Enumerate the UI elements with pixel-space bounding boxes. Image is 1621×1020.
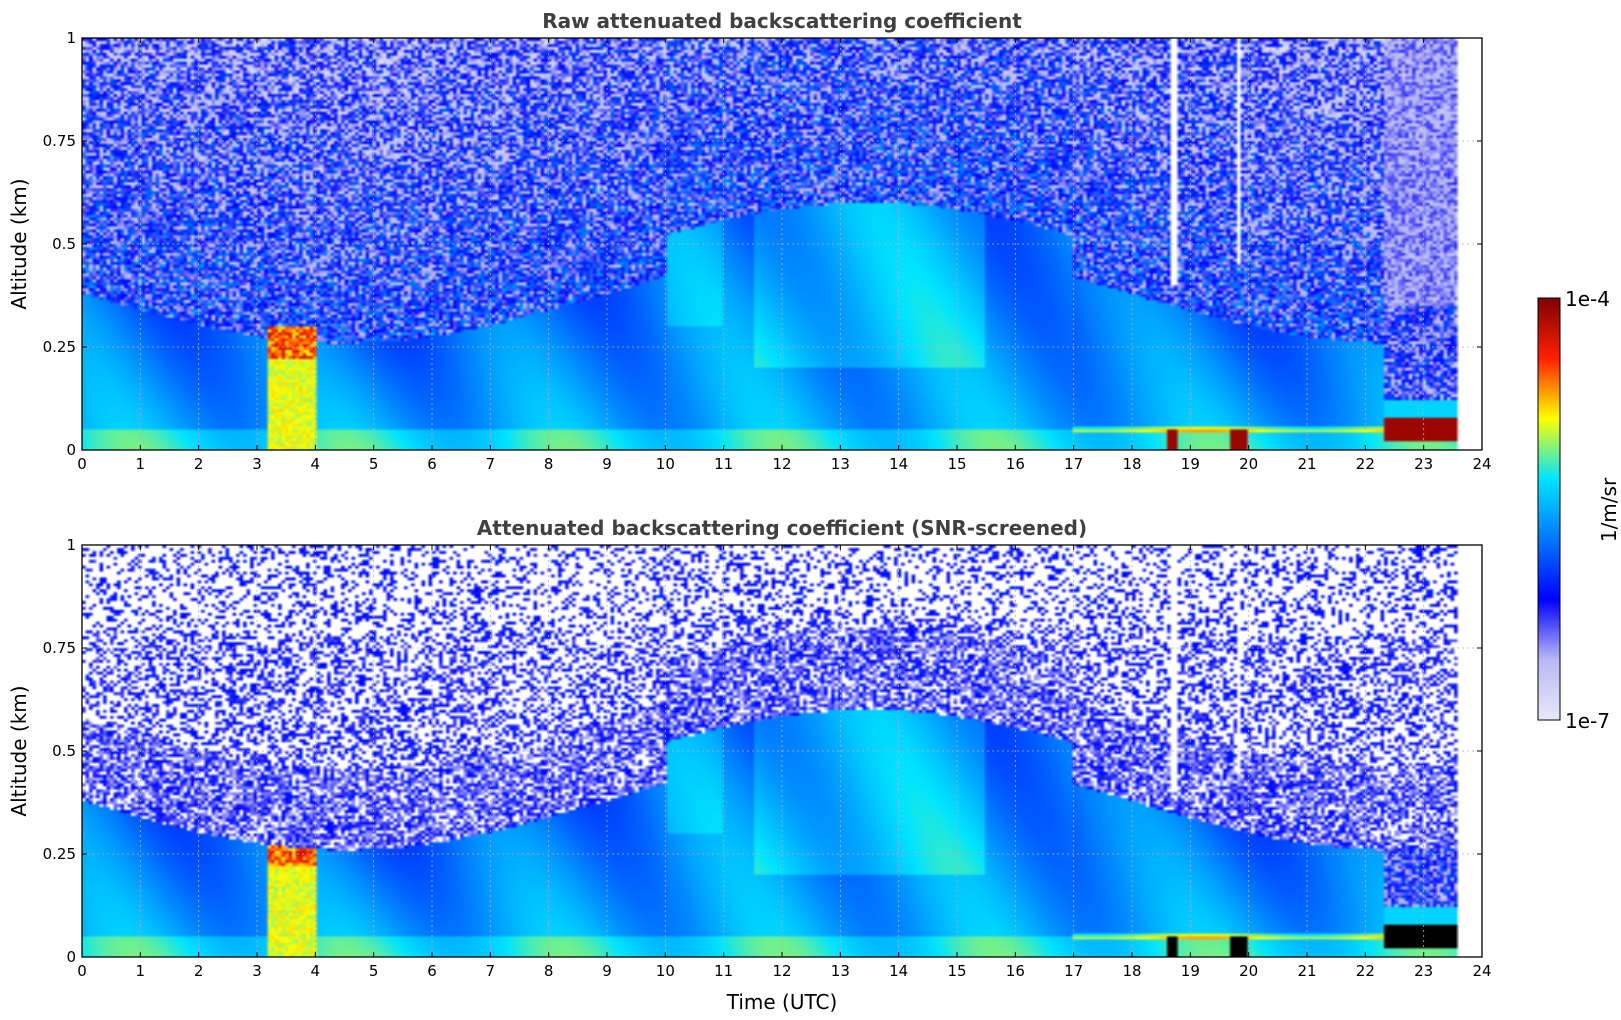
x-tick-label: 15 bbox=[947, 962, 966, 980]
panel-screened: Attenuated backscattering coefficient (S… bbox=[7, 516, 1492, 1014]
x-tick-label: 17 bbox=[1064, 455, 1083, 473]
x-axis-label: Time (UTC) bbox=[726, 990, 838, 1014]
x-tick-label: 13 bbox=[831, 962, 850, 980]
x-tick-label: 0 bbox=[77, 455, 87, 473]
y-tick-label: 0.25 bbox=[43, 845, 76, 863]
panel-raw-x-axis: 0 1 2 3 4 5 6 7 8 9 10 11 12 13 14 15 16 17 18 19 20 21 22 23 24 bbox=[77, 38, 1492, 473]
x-tick-label: 16 bbox=[1006, 455, 1025, 473]
x-tick-label: 13 bbox=[831, 455, 850, 473]
x-tick-label: 19 bbox=[1181, 455, 1200, 473]
panel-screened-y-label: Altitude (km) bbox=[7, 685, 31, 816]
x-tick-label: 21 bbox=[1297, 962, 1316, 980]
x-tick-label: 22 bbox=[1356, 962, 1375, 980]
x-tick-label: 4 bbox=[311, 962, 321, 980]
colorbar-max-label: 1e-4 bbox=[1565, 287, 1610, 311]
x-tick-label: 14 bbox=[889, 455, 908, 473]
panel-screened-title: Attenuated backscattering coefficient (S… bbox=[477, 516, 1087, 540]
x-tick-label: 7 bbox=[486, 455, 496, 473]
x-tick-label: 16 bbox=[1006, 962, 1025, 980]
y-tick-label: 1 bbox=[66, 29, 76, 47]
x-tick-label: 5 bbox=[369, 962, 379, 980]
y-tick-label: 1 bbox=[66, 536, 76, 554]
panel-raw-y-axis: 0 0.25 0.5 0.75 1 bbox=[43, 29, 1482, 459]
y-tick-label: 0.75 bbox=[43, 639, 76, 657]
x-tick-label: 24 bbox=[1472, 962, 1491, 980]
x-tick-label: 6 bbox=[427, 962, 437, 980]
x-tick-label: 14 bbox=[889, 962, 908, 980]
x-tick-label: 18 bbox=[1122, 962, 1141, 980]
x-tick-label: 8 bbox=[544, 962, 554, 980]
x-tick-label: 9 bbox=[602, 962, 612, 980]
panel-screened-grid bbox=[82, 545, 1482, 957]
panel-screened-x-axis: 0 1 2 3 4 5 6 7 8 9 10 11 12 13 14 15 16 17 18 19 20 21 22 23 24 bbox=[77, 545, 1492, 980]
x-tick-label: 8 bbox=[544, 455, 554, 473]
colorbar-unit-label: 1/m/sr bbox=[1597, 477, 1621, 542]
x-tick-label: 4 bbox=[311, 455, 321, 473]
x-tick-label: 17 bbox=[1064, 962, 1083, 980]
y-tick-label: 0.5 bbox=[52, 742, 76, 760]
x-tick-label: 10 bbox=[656, 455, 675, 473]
x-tick-label: 0 bbox=[77, 962, 87, 980]
x-tick-label: 3 bbox=[252, 962, 262, 980]
y-tick-label: 0.25 bbox=[43, 338, 76, 356]
panel-raw-y-label: Altitude (km) bbox=[7, 178, 31, 309]
y-tick-label: 0 bbox=[66, 441, 76, 459]
x-tick-label: 5 bbox=[369, 455, 379, 473]
x-tick-label: 23 bbox=[1414, 962, 1433, 980]
x-tick-label: 10 bbox=[656, 962, 675, 980]
y-tick-label: 0.5 bbox=[52, 235, 76, 253]
x-tick-label: 6 bbox=[427, 455, 437, 473]
x-tick-label: 7 bbox=[486, 962, 496, 980]
x-tick-label: 1 bbox=[136, 455, 146, 473]
panel-raw-grid bbox=[82, 38, 1482, 450]
panel-screened-y-axis: 0 0.25 0.5 0.75 1 bbox=[43, 536, 1482, 966]
x-tick-label: 12 bbox=[772, 962, 791, 980]
y-tick-label: 0 bbox=[66, 948, 76, 966]
x-tick-label: 11 bbox=[714, 455, 733, 473]
x-tick-label: 18 bbox=[1122, 455, 1141, 473]
x-tick-label: 11 bbox=[714, 962, 733, 980]
x-tick-label: 19 bbox=[1181, 962, 1200, 980]
colorbar-min-label: 1e-7 bbox=[1565, 709, 1610, 733]
x-tick-label: 20 bbox=[1239, 962, 1258, 980]
y-tick-label: 0.75 bbox=[43, 132, 76, 150]
x-tick-label: 23 bbox=[1414, 455, 1433, 473]
x-tick-label: 22 bbox=[1356, 455, 1375, 473]
x-tick-label: 15 bbox=[947, 455, 966, 473]
colorbar: 1e-4 1e-7 1/m/sr bbox=[1537, 287, 1621, 733]
panel-raw: Raw attenuated backscattering coefficien… bbox=[7, 9, 1492, 473]
x-tick-label: 3 bbox=[252, 455, 262, 473]
x-tick-label: 1 bbox=[136, 962, 146, 980]
x-tick-label: 2 bbox=[194, 962, 204, 980]
panel-raw-title: Raw attenuated backscattering coefficien… bbox=[542, 9, 1022, 33]
x-tick-label: 24 bbox=[1472, 455, 1491, 473]
x-tick-label: 9 bbox=[602, 455, 612, 473]
x-tick-label: 12 bbox=[772, 455, 791, 473]
colorbar-bar bbox=[1537, 297, 1561, 721]
x-tick-label: 21 bbox=[1297, 455, 1316, 473]
x-tick-label: 2 bbox=[194, 455, 204, 473]
x-tick-label: 20 bbox=[1239, 455, 1258, 473]
